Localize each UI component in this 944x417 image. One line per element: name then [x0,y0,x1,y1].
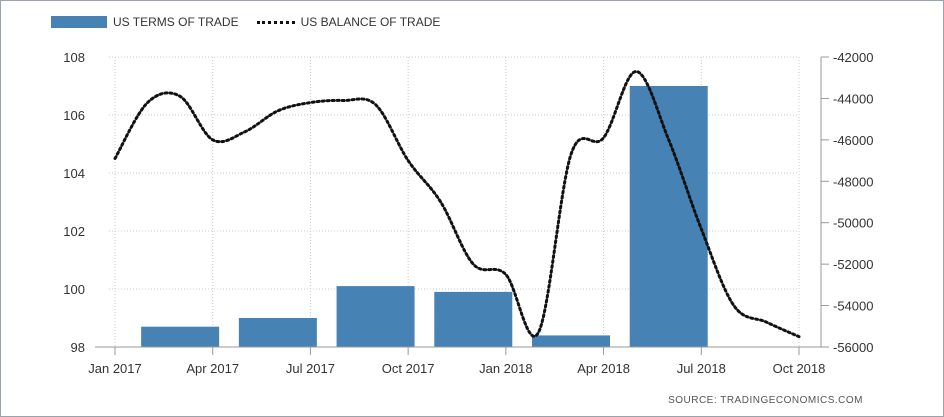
legend-label-balance-of-trade: US BALANCE OF TRADE [300,15,441,29]
bar-terms-of-trade[interactable] [434,291,513,347]
left-tick-label: 108 [63,50,85,65]
source-note: SOURCE: TRADINGECONOMICS.COM [668,395,863,406]
right-tick-label: -56000 [833,340,873,355]
x-tick-label: Apr 2017 [186,361,239,376]
right-tick-label: -48000 [833,174,873,189]
bar-terms-of-trade[interactable] [336,286,415,347]
x-tick-label: Jan 2017 [88,361,142,376]
left-tick-label: 102 [63,224,85,239]
legend: US TERMS OF TRADE US BALANCE OF TRADE [51,13,440,31]
right-tick-label: -42000 [833,50,873,65]
legend-line-swatch [256,20,295,24]
bar-terms-of-trade[interactable] [141,326,220,347]
x-tick-label: Jul 2018 [677,361,726,376]
x-tick-label: Oct 2018 [773,361,826,376]
legend-item-balance-of-trade[interactable]: US BALANCE OF TRADE [256,15,441,29]
left-tick-label: 100 [63,282,85,297]
x-tick-label: Oct 2017 [382,361,435,376]
right-tick-label: -52000 [833,257,873,272]
right-tick-label: -44000 [833,91,873,106]
x-tick-label: Apr 2018 [577,361,630,376]
x-tick-label: Jul 2017 [286,361,335,376]
legend-bar-swatch [51,16,107,28]
right-tick-label: -50000 [833,216,873,231]
legend-item-terms-of-trade[interactable]: US TERMS OF TRADE [51,15,239,29]
left-tick-label: 104 [63,166,85,181]
right-tick-label: -54000 [833,299,873,314]
right-tick-label: -46000 [833,133,873,148]
bar-terms-of-trade[interactable] [532,335,610,347]
x-tick-label: Jan 2018 [479,361,533,376]
left-tick-label: 106 [63,108,85,123]
line-balance-of-trade[interactable] [113,69,801,339]
bar-terms-of-trade[interactable] [629,86,708,347]
bar-terms-of-trade[interactable] [238,318,317,347]
legend-label-terms-of-trade: US TERMS OF TRADE [113,15,239,29]
left-tick-label: 98 [71,340,85,355]
